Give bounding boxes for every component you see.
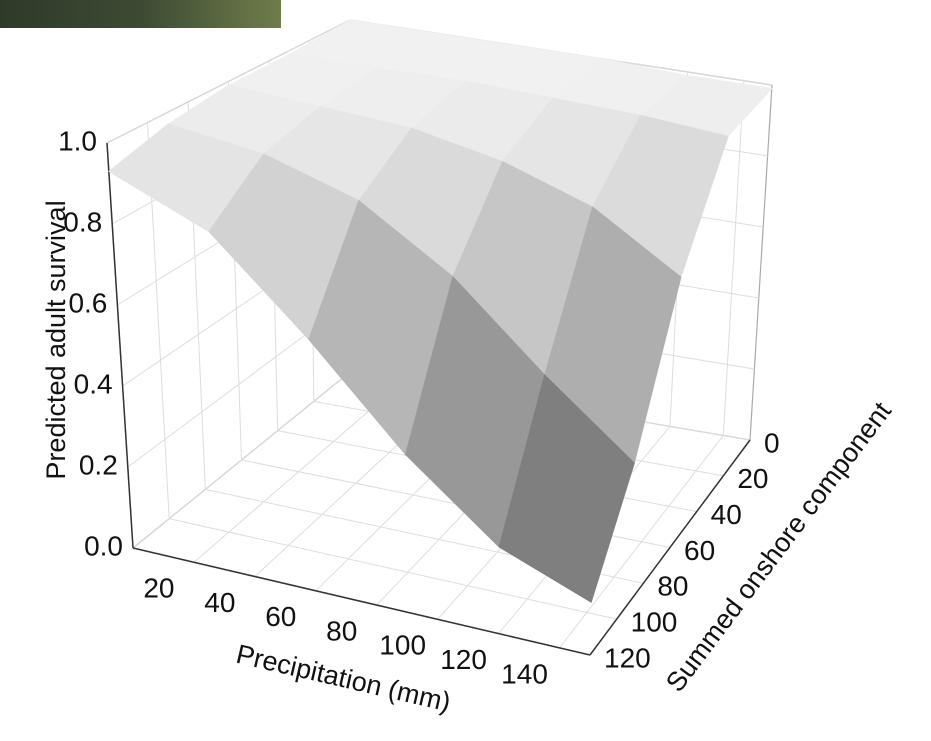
z-tick-label: 0.6 [68,287,107,318]
y-tick-label: 120 [604,642,651,673]
photo-fragment [0,0,281,28]
y-tick-label: 20 [737,463,768,494]
y-tick-label: 40 [711,499,742,530]
x-tick-label: 100 [379,630,426,661]
x-tick-label: 80 [326,615,357,646]
x-axis [133,548,590,655]
z-tick-label: 0.2 [79,449,118,480]
chart: 0.00.20.40.60.81.02040608010012014002040… [0,0,931,741]
box-edge [750,85,772,440]
z-axis-label: Predicted adult survival [41,200,71,479]
z-tick-label: 0.4 [74,368,113,399]
y-tick-label: 60 [684,535,715,566]
x-tick-label: 40 [204,587,235,618]
z-tick-label: 1.0 [58,125,97,156]
x-tick-label: 140 [501,658,548,689]
y-tick-label: 100 [631,607,678,638]
x-tick-label: 20 [143,573,174,604]
z-tick-label: 0.0 [84,530,123,561]
z-axis [107,143,133,548]
y-tick-label: 80 [657,571,688,602]
x-tick-label: 120 [440,644,487,675]
y-tick-label: 0 [764,427,780,458]
x-tick-label: 60 [265,601,296,632]
